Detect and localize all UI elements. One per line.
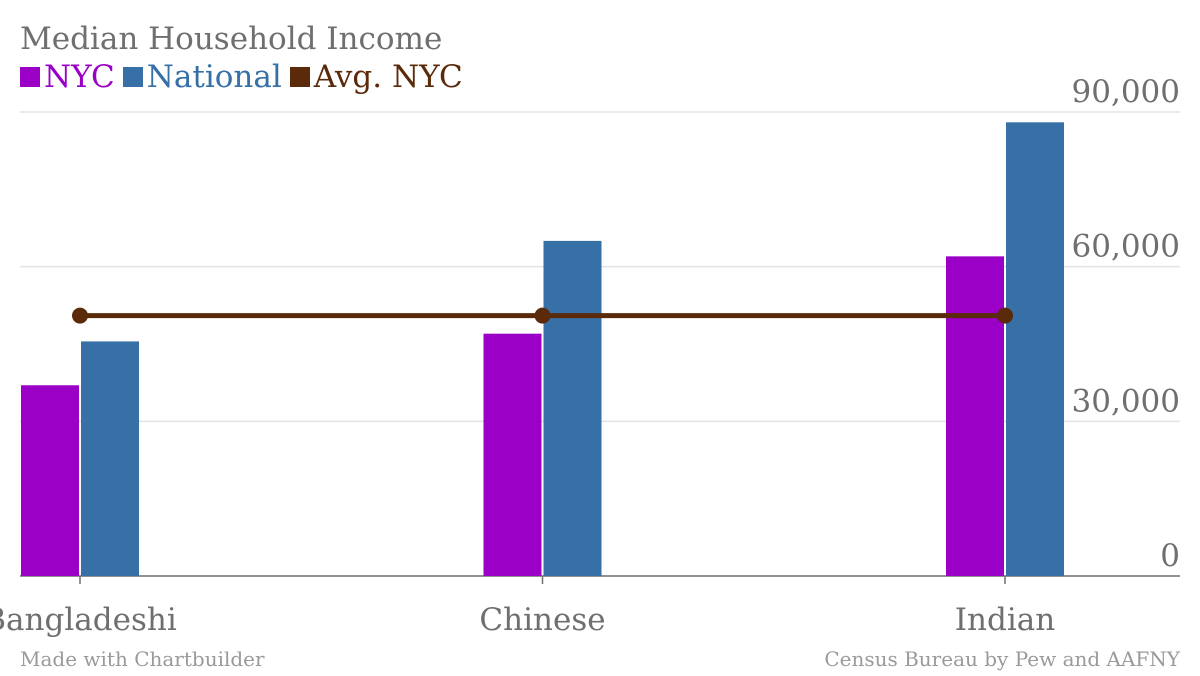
legend-swatch-avg-nyc <box>289 67 310 87</box>
legend-item-nyc: NYC <box>20 58 115 96</box>
x-tick-label-2: Indian <box>955 602 1055 638</box>
bar-nyc-bangladeshi <box>21 385 79 576</box>
y-tick-label-1: 30,000 <box>1072 383 1180 419</box>
legend-label-avg-nyc: Avg. NYC <box>313 59 463 95</box>
y-tick-label-3: 90,000 <box>1072 74 1180 110</box>
credit-text: Made with Chartbuilder <box>20 647 265 671</box>
bar-nyc-chinese <box>483 333 542 576</box>
line-point-avg-nyc-1 <box>534 307 551 324</box>
y-tick-label-2: 60,000 <box>1072 229 1180 265</box>
chart-title: Median Household Income <box>20 21 443 57</box>
bar-nyc-indian <box>946 256 1004 576</box>
x-tick-label-1: Chinese <box>479 602 605 638</box>
x-tick-label-0: Bangladeshi <box>0 602 177 638</box>
legend-item-national: National <box>122 58 282 96</box>
bar-national-chinese <box>543 240 602 576</box>
legend-label-nyc: NYC <box>44 59 115 95</box>
bar-national-indian <box>1006 122 1064 577</box>
line-point-avg-nyc-0 <box>72 307 88 324</box>
legend-label-national: National <box>146 59 282 95</box>
line-point-avg-nyc-2 <box>997 307 1013 324</box>
legend: NYC National Avg. NYC <box>20 58 471 96</box>
legend-item-avg-nyc: Avg. NYC <box>289 58 463 96</box>
source-text: Census Bureau by Pew and AAFNY <box>824 647 1180 671</box>
bar-national-bangladeshi <box>81 341 139 576</box>
legend-swatch-national <box>122 67 143 87</box>
y-tick-label-0: 0 <box>1160 538 1180 574</box>
legend-swatch-nyc <box>20 67 40 87</box>
